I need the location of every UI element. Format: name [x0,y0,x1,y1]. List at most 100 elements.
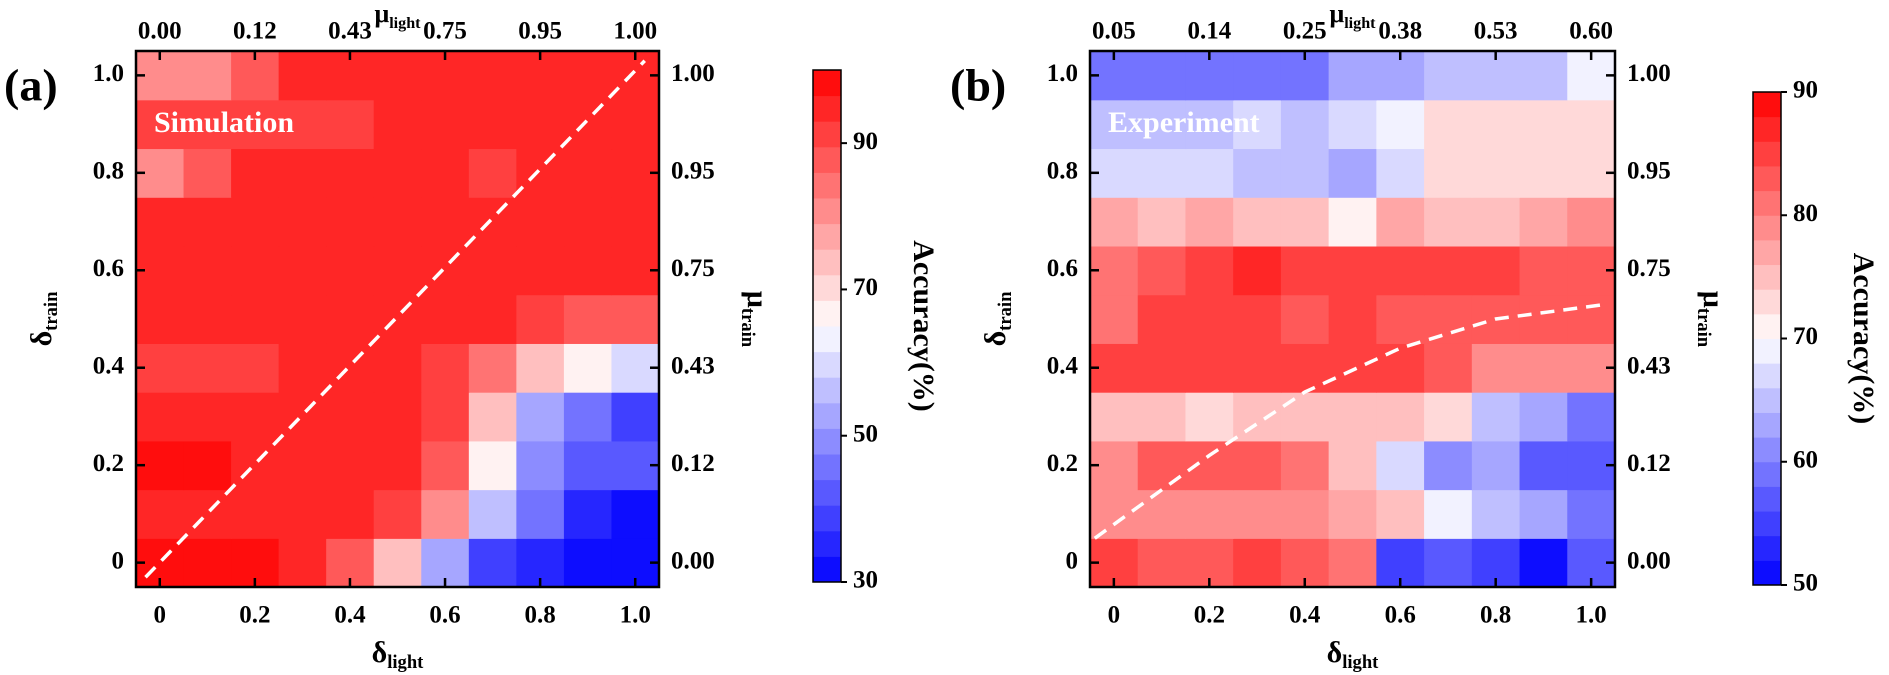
colorbar-band [1753,535,1781,561]
x-axis-label-main: δ [1327,636,1343,669]
heatmap-cell [183,343,232,393]
colorbar-band [1753,560,1781,586]
heatmap-cell [1376,489,1425,539]
colorbar-band [813,505,841,532]
x-axis-label: δlight [1327,636,1380,673]
heatmap-cell [136,197,185,247]
heatmap-cell [468,99,517,150]
colorbar-band [1753,486,1781,512]
y-tick-label: 0.4 [93,352,125,379]
x-tick-label: 0.2 [239,602,270,629]
heatmap-cell [611,99,660,150]
heatmap-cell [1376,99,1425,150]
heatmap-cell [1280,489,1330,539]
heatmap-cell [373,489,422,539]
right-tick-label: 1.00 [1627,60,1671,87]
heatmap-cell [611,197,660,247]
top-tick-label: 0.53 [1474,18,1518,45]
right-tick-label: 0.12 [671,450,715,477]
y-tick-label: 1.0 [1047,60,1078,87]
heatmap-cell [373,148,422,198]
colorbar-label-text: Accuracy(%) [907,240,940,412]
plot-frame [134,49,661,589]
x-axis-label-text: δlight [372,636,425,673]
heatmap-cell [1233,197,1282,247]
heatmap-cell [136,99,185,150]
heatmap-cell [1424,99,1473,150]
heatmap-cell [1185,148,1234,198]
heatmap-cell [1424,197,1473,247]
heatmap-cell [373,538,422,588]
top-tick-label: 0.60 [1569,18,1613,45]
heatmap-cell [1471,489,1521,539]
heatmap-cell [1328,197,1377,247]
heatmap-cell [278,489,327,539]
x-tick-label: 1.0 [1576,602,1607,629]
heatmap-cell [516,99,565,150]
heatmap-cell [1137,148,1187,198]
right-tick-label: 0.12 [1627,450,1671,477]
panel-label: (a) [4,60,58,111]
right-axis-label-text: μtrain [1693,291,1730,348]
right-axis-label-main: μ [1697,291,1730,308]
colorbar-band [813,428,841,455]
annotation: Experiment [1108,106,1260,139]
heatmap-cell [326,99,375,150]
colorbar-band [813,402,841,429]
heatmap-cell [468,392,517,442]
heatmap-cell [1328,489,1377,539]
heatmap-cell [1137,440,1187,491]
heatmap-cell [468,489,517,539]
top-axis-label-text: μlight [374,0,421,32]
heatmap-cell [421,489,470,539]
x-tick-label: 0.4 [334,602,366,629]
heatmap-cell [1471,343,1521,393]
colorbar-band [1753,511,1781,537]
heatmap-cell [278,538,327,588]
colorbar-band [1753,165,1781,192]
heatmap-cell [231,392,280,442]
top-tick-label: 0.95 [518,18,562,45]
colorbar-band [813,121,841,148]
colorbar-band [1753,289,1781,315]
heatmap-cell [1328,148,1377,198]
colorbar-tick-label: 70 [1793,323,1818,350]
heatmap-cell [183,489,232,539]
heatmap-cell [1090,197,1139,247]
colorbar-tick-label: 70 [853,274,878,301]
heatmap-cell [326,197,375,247]
right-axis-label: μtrain [1693,291,1730,348]
top-tick-label: 0.25 [1283,18,1327,45]
heatmap-cell [1185,489,1234,539]
colorbar-band [813,351,841,378]
colorbar-band [813,95,841,122]
x-tick-label: 0.6 [429,602,460,629]
right-axis-label: μtrain [737,291,774,348]
colorbar-band [813,530,841,557]
heatmap-cell [1328,99,1377,150]
heatmap-cell [1424,392,1473,442]
heatmap-cell [421,392,470,442]
heatmap-cell [183,99,232,150]
heatmap-cell [1090,99,1139,150]
heatmap-cell [373,197,422,247]
colorbar-tick-label: 80 [1793,200,1818,227]
heatmap-cell [1376,294,1425,344]
heatmap-cell [1519,148,1568,198]
top-tick-label: 0.00 [138,18,182,45]
top-tick-label: 0.14 [1187,18,1231,45]
heatmap-cell [1280,197,1330,247]
heatmap-cell [1519,99,1568,150]
colorbar-band [1753,363,1781,389]
heatmap-cell [516,343,565,393]
top-axis-label: μlight [1329,0,1376,32]
heatmap-cell [278,51,327,101]
colorbar-tick-label: 90 [1793,77,1818,104]
heatmap-cell [326,392,375,442]
top-axis-label-text: μlight [1329,0,1376,32]
colorbar-band [813,454,841,481]
colorbar-band [813,377,841,404]
heatmap-cell [183,51,232,101]
heatmap-cell [1424,538,1473,588]
heatmap-cell [563,489,613,539]
